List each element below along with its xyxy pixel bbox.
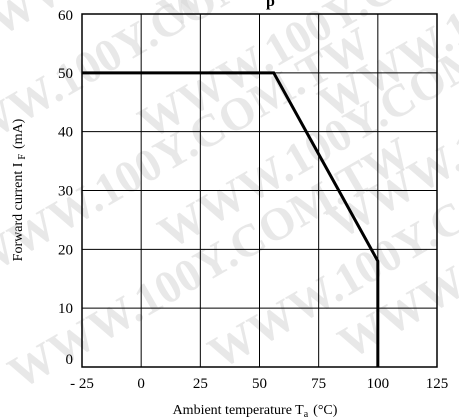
x-tick-label: - 25	[70, 376, 94, 392]
x-tick-labels: - 25 0 25 50 75 100 125	[70, 376, 448, 392]
x-axis-label-unit: (°C)	[313, 403, 338, 418]
series-line-forward-current	[82, 71, 380, 367]
x-tick-label: 0	[137, 376, 145, 392]
x-axis-label-main: Ambient temperature T	[173, 403, 305, 418]
y-tick-label: 60	[58, 8, 73, 24]
plot-frame	[81, 13, 438, 368]
y-tick-label: 0	[66, 352, 74, 368]
x-axis-label: Ambient temperature Ta (°C)	[173, 403, 338, 418]
y-axis-label-sub: F	[17, 154, 28, 160]
y-tick-label: 40	[58, 125, 73, 141]
y-axis-label-unit: (mA)	[11, 118, 26, 149]
x-tick-label: 25	[193, 376, 208, 392]
y-tick-label: 20	[58, 242, 73, 258]
y-axis-label: Forward current I F (mA)	[11, 118, 28, 261]
x-axis-label-sub: a	[304, 409, 309, 418]
y-tick-label: 30	[58, 184, 73, 200]
y-tick-label: 50	[58, 66, 73, 82]
x-tick-label: 75	[311, 376, 326, 392]
chart-title-partial: p	[266, 0, 275, 10]
y-tick-label: 10	[58, 301, 73, 317]
x-tick-label: 125	[426, 376, 449, 392]
y-tick-labels: 0 10 20 30 40 50 60	[58, 8, 73, 368]
y-axis-label-main: Forward current I	[11, 162, 26, 261]
x-tick-label: 50	[252, 376, 267, 392]
x-tick-label: 100	[367, 376, 390, 392]
